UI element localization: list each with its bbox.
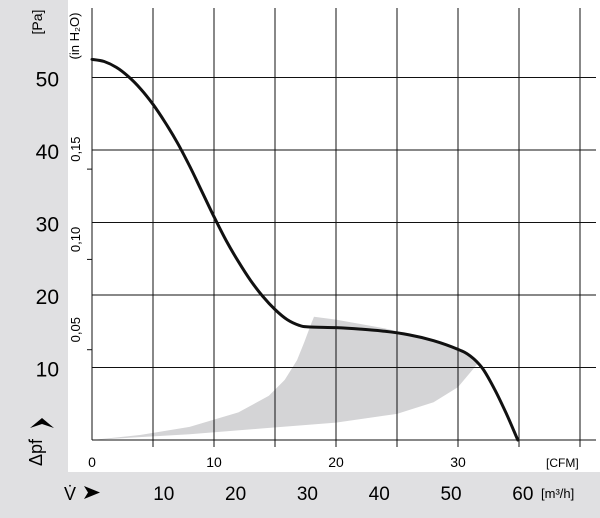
- x-tick-label-cfm: 10: [206, 454, 222, 470]
- x-axis-arrow-icon: [84, 486, 100, 499]
- x-tick-label-m3h: 60: [512, 484, 533, 505]
- y-tick-label-inh2o: 0,05: [68, 317, 83, 342]
- y-tick-label-pa: 40: [36, 141, 59, 164]
- x-tick-label-cfm: 0: [88, 454, 96, 470]
- x-tick-label-m3h: 20: [225, 484, 246, 505]
- y-tick-label-inh2o: 0,10: [68, 227, 83, 252]
- left-axis-band: [0, 0, 68, 518]
- y-axis-unit-pa: [Pa]: [29, 10, 45, 35]
- operating-range-layer: [92, 316, 478, 440]
- y-tick-label-inh2o: 0,15: [68, 136, 83, 161]
- x-tick-label-m3h: 10: [153, 484, 174, 505]
- y-tick-label-pa: 20: [36, 286, 59, 309]
- x-axis-unit-m3h: [m³/h]: [541, 486, 574, 501]
- operating-range-area: [92, 316, 478, 440]
- curve-layer: [90, 57, 520, 442]
- y-tick-label-pa: 10: [36, 359, 59, 382]
- x-tick-label-m3h: 40: [369, 484, 390, 505]
- y-axis-unit-inh2o: (in H₂O): [67, 13, 82, 60]
- x-tick-label-cfm: 30: [450, 454, 466, 470]
- x-tick-label-m3h: 30: [297, 484, 318, 505]
- y-tick-label-pa: 50: [36, 69, 59, 92]
- x-tick-label-m3h: 50: [440, 484, 461, 505]
- x-axis-unit-cfm: [CFM]: [546, 456, 579, 470]
- x-axis-symbol: V̇: [64, 484, 76, 504]
- fan-pressure-curve: [90, 57, 520, 442]
- x-tick-label-cfm: 20: [328, 454, 344, 470]
- grid-layer: [87, 8, 596, 447]
- bottom-axis-band: [0, 472, 600, 518]
- y-axis-arrow-icon: [30, 418, 54, 428]
- y-axis-symbol: Δpf: [26, 438, 46, 466]
- y-tick-label-pa: 30: [36, 214, 59, 237]
